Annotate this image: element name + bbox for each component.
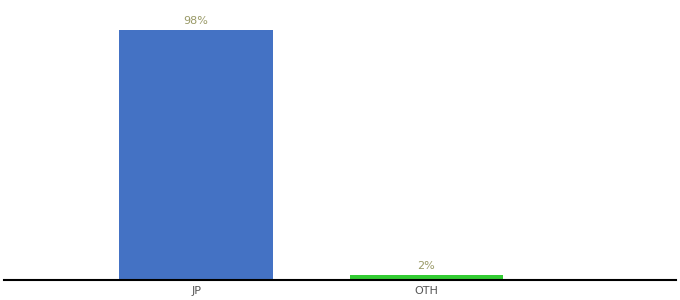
Text: 2%: 2% — [418, 261, 435, 271]
Bar — [350, 275, 503, 280]
Bar — [119, 30, 273, 280]
Text: 98%: 98% — [184, 16, 209, 26]
